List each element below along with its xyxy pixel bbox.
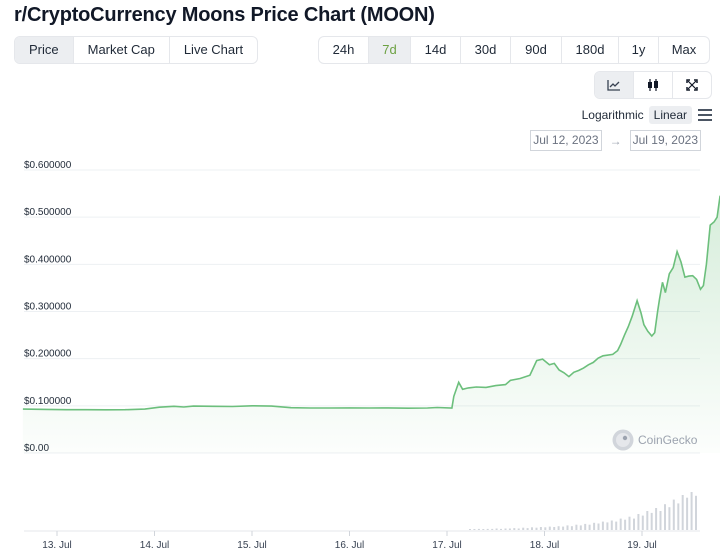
x-tick-label: 19. Jul <box>627 540 656 551</box>
range-7d[interactable]: 7d <box>369 37 411 63</box>
volume-bar <box>655 508 658 530</box>
volume-bar <box>469 529 471 530</box>
metric-tabs: Price Market Cap Live Chart <box>14 36 259 64</box>
range-180d[interactable]: 180d <box>562 37 619 63</box>
volume-bar <box>531 527 533 530</box>
volume-bar <box>686 497 689 530</box>
range-tabs: 24h 7d 14d 30d 90d 180d 1y Max <box>318 36 710 64</box>
y-tick-label: $0.100000 <box>24 396 72 407</box>
candlestick-icon <box>648 79 658 91</box>
line-chart-icon <box>607 80 620 91</box>
volume-bar <box>588 524 591 530</box>
volume-bar <box>606 522 609 530</box>
y-tick-label: $0.400000 <box>24 254 72 265</box>
price-line <box>22 195 720 411</box>
volume-bar <box>610 520 613 530</box>
volume-bar <box>659 511 662 530</box>
volume-bar <box>677 503 680 530</box>
volume-bar <box>473 529 476 530</box>
y-tick-label: $0.500000 <box>24 207 72 218</box>
volume-bar <box>672 499 675 530</box>
x-tick-label: 14. Jul <box>140 540 169 551</box>
y-tick-label: $0.200000 <box>24 349 72 360</box>
volume-bar <box>513 528 516 530</box>
range-90d[interactable]: 90d <box>511 37 562 63</box>
volume-bar <box>624 519 627 530</box>
volume-bar <box>562 526 565 530</box>
volume-bar <box>637 514 640 530</box>
volume-bar <box>593 522 596 530</box>
range-max[interactable]: Max <box>671 42 697 57</box>
coingecko-watermark: CoinGecko <box>612 429 698 451</box>
volume-bar <box>477 528 480 530</box>
volume-bar <box>668 507 671 530</box>
x-tick-label: 13. Jul <box>42 540 71 551</box>
volume-bar <box>628 516 631 530</box>
volume-bar <box>526 528 529 530</box>
scale-logarithmic[interactable]: Logarithmic <box>581 108 644 122</box>
x-tick-label: 15. Jul <box>237 540 266 551</box>
tab-price[interactable]: Price <box>15 37 74 63</box>
watermark-text: CoinGecko <box>638 433 698 447</box>
volume-bar <box>495 528 498 530</box>
volume-bar <box>566 525 569 530</box>
volume-bar <box>615 521 618 530</box>
volume-bar <box>522 527 525 530</box>
volume-bar <box>539 527 542 530</box>
tab-live-chart[interactable]: Live Chart <box>183 42 244 57</box>
volume-bar <box>517 528 520 530</box>
x-tick-label: 16. Jul <box>335 540 364 551</box>
volume-bar <box>619 518 622 530</box>
volume-bar <box>584 523 587 530</box>
volume-bar <box>641 515 644 530</box>
volume-bar <box>548 526 551 530</box>
line-chart-button[interactable] <box>595 72 634 98</box>
range-1y[interactable]: 1y <box>619 37 659 63</box>
range-30d[interactable]: 30d <box>461 37 511 63</box>
volume-bar <box>650 512 653 530</box>
volume-bar <box>535 527 538 530</box>
date-range: Jul 12, 2023 → Jul 19, 2023 <box>530 130 701 151</box>
volume-bar <box>633 518 635 530</box>
volume-bar <box>575 524 578 530</box>
volume-bar <box>570 526 573 530</box>
volume-bar <box>482 529 485 530</box>
volume-bar <box>553 527 556 530</box>
arrow-right-icon: → <box>609 133 622 148</box>
range-24h[interactable]: 24h <box>319 37 369 63</box>
date-from-input[interactable]: Jul 12, 2023 <box>530 130 602 151</box>
volume-bar <box>579 525 582 530</box>
expand-icon <box>686 79 698 91</box>
price-area <box>22 196 720 453</box>
volume-bar <box>695 495 697 530</box>
range-14d[interactable]: 14d <box>411 37 461 63</box>
tab-market-cap[interactable]: Market Cap <box>74 37 170 63</box>
fullscreen-button[interactable] <box>673 72 711 98</box>
y-tick-label: $0.600000 <box>24 160 72 171</box>
scale-linear[interactable]: Linear <box>648 106 692 124</box>
volume-bar <box>601 521 604 530</box>
volume-bar <box>681 495 684 530</box>
x-tick-label: 17. Jul <box>432 540 461 551</box>
volume-bar <box>486 528 489 530</box>
y-tick-label: $0.300000 <box>24 302 72 313</box>
volume-bar <box>597 523 600 530</box>
volume-bar <box>690 492 693 530</box>
volume-bar <box>664 504 666 530</box>
volume-bar <box>508 528 511 530</box>
volume-bar <box>544 527 547 530</box>
candlestick-button[interactable] <box>634 72 673 98</box>
volume-bar <box>491 528 494 530</box>
scale-toggle: Logarithmic Linear <box>577 106 712 124</box>
volume-bar <box>557 526 560 530</box>
hamburger-menu-icon[interactable] <box>698 109 712 121</box>
volume-bar <box>504 528 507 530</box>
date-to-input[interactable]: Jul 19, 2023 <box>629 130 701 151</box>
page-title: r/CryptoCurrency Moons Price Chart (MOON… <box>14 4 435 26</box>
chart-type-toggle <box>594 71 712 99</box>
volume-bar <box>500 528 502 530</box>
x-tick-label: 18. Jul <box>530 540 559 551</box>
volume-bar <box>646 511 649 530</box>
